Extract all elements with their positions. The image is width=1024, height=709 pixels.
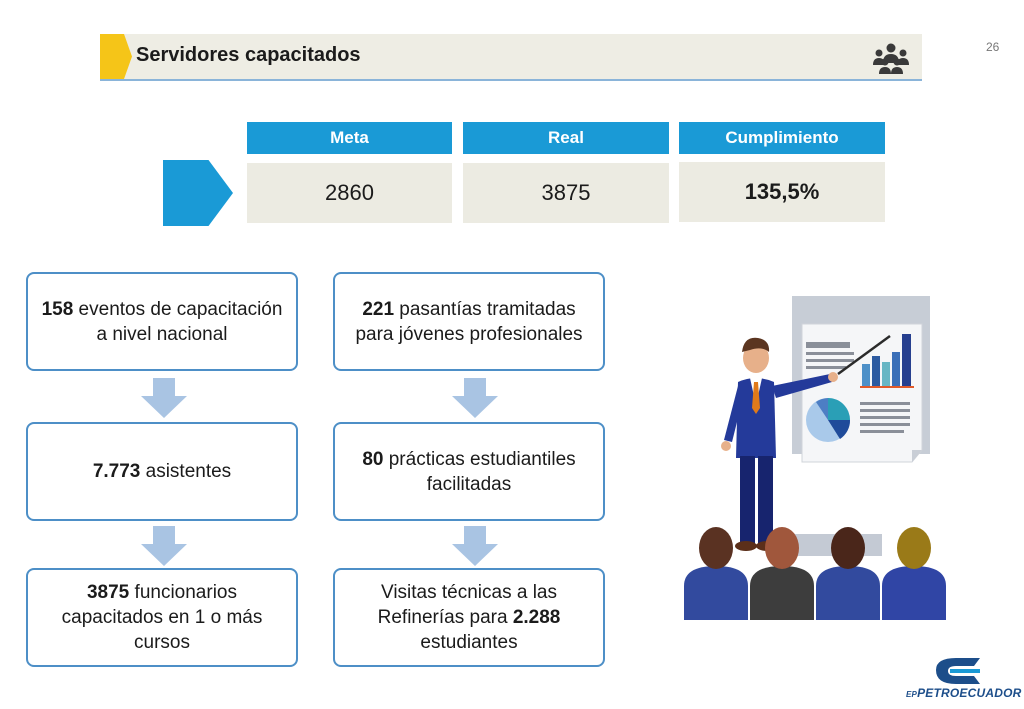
flow-left-1-number: 158 — [41, 298, 74, 320]
kpi-header-meta: Meta — [247, 122, 452, 154]
flow-left-3-text: funcionarios capacitados en 1 o más curs… — [61, 582, 263, 653]
kpi-arrow-marker — [163, 160, 233, 226]
flow-right-3-pre: Visitas técnicas a las Refinerías para — [377, 582, 557, 628]
flow-right-box-2: 80 prácticas estudiantiles facilitadas — [333, 422, 605, 521]
flow-left-2-text: asistentes — [140, 461, 232, 482]
logo-wordmark: PETROECUADOR — [917, 686, 1022, 700]
flow-right-2-text: prácticas estudiantiles facilitadas — [383, 448, 576, 495]
flow-right-1-text: pasantías tramitadas para jóvenes profes… — [355, 298, 583, 345]
logo-text: EPPETROECUADOR — [906, 686, 1021, 700]
flow-left-3-number: 3875 — [86, 582, 130, 603]
flow-left-box-1: 158 eventos de capacitación a nivel naci… — [26, 272, 298, 371]
flow-left-box-2: 7.773 asistentes — [26, 422, 298, 521]
kpi-value-real: 3875 — [463, 163, 669, 223]
kpi-header-cumplimiento: Cumplimiento — [679, 122, 885, 154]
down-arrow-icon — [141, 526, 187, 566]
kpi-header-real: Real — [463, 122, 669, 154]
kpi-value-meta: 2860 — [247, 163, 452, 223]
group-icon — [870, 41, 912, 75]
flow-right-3-number: 2.288 — [512, 607, 561, 628]
flow-right-1-number: 221 — [362, 298, 395, 320]
logo-prefix: EP — [906, 690, 918, 699]
title-bar — [100, 34, 922, 81]
petroecuador-logo-icon — [936, 658, 980, 684]
down-arrow-icon — [452, 526, 498, 566]
title-tab-marker — [100, 34, 132, 79]
flow-left-box-3: 3875 funcionarios capacitados en 1 o más… — [26, 568, 298, 667]
flow-right-box-3: Visitas técnicas a las Refinerías para 2… — [333, 568, 605, 667]
kpi-value-cumplimiento: 135,5% — [679, 162, 885, 222]
presenter-illustration — [684, 296, 946, 620]
flow-right-2-number: 80 — [362, 448, 384, 470]
down-arrow-icon — [141, 378, 187, 418]
flow-left-1-text: eventos de capacitación a nivel nacional — [73, 298, 283, 345]
page-number: 26 — [986, 40, 1000, 54]
down-arrow-icon — [452, 378, 498, 418]
flow-right-box-1: 221 pasantías tramitadas para jóvenes pr… — [333, 272, 605, 371]
flow-left-2-number: 7.773 — [92, 461, 141, 482]
flow-right-3-text: estudiantes — [420, 632, 518, 653]
page-title: Servidores capacitados — [136, 44, 361, 66]
